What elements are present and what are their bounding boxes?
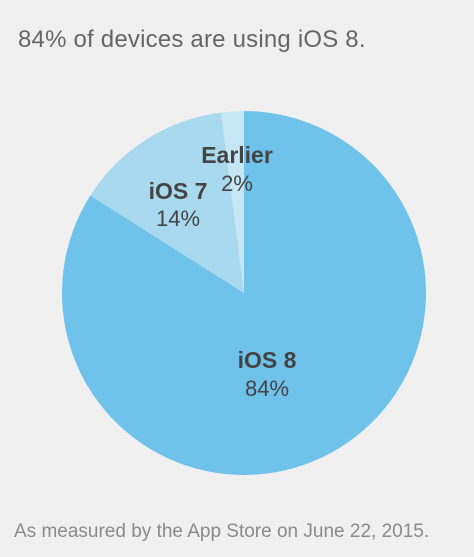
slice-value-earlier: 2% [221,171,253,196]
chart-headline: 84% of devices are using iOS 8. [18,26,366,53]
slice-value-ios-8: 84% [245,376,289,401]
slice-label-ios-8: iOS 8 [238,347,297,373]
pie-slice-earlier [221,111,244,293]
slice-label-ios-7: iOS 7 [149,178,208,204]
pie-slice-ios-8 [61,111,426,475]
pie-slice-ios-7 [90,112,244,293]
chart-footnote: As measured by the App Store on June 22,… [14,521,430,542]
slice-value-ios-7: 14% [156,206,200,231]
slice-label-earlier: Earlier [201,142,273,168]
